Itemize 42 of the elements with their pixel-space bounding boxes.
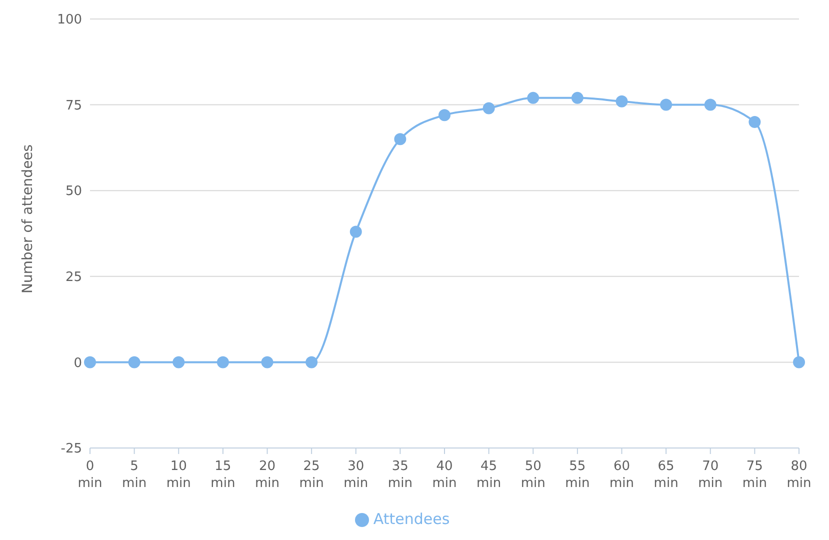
y-tick-label: 0 xyxy=(74,356,82,371)
point xyxy=(571,92,584,104)
point xyxy=(84,356,96,368)
point xyxy=(660,98,672,111)
y-tick-label: 100 xyxy=(57,12,82,28)
x-tick-label: 25 min xyxy=(299,459,324,491)
point xyxy=(438,109,450,122)
x-tick-label: 55 min xyxy=(565,459,590,491)
x-tick-label: 5 min xyxy=(122,459,147,491)
point xyxy=(261,356,274,368)
x-tick-label: 20 min xyxy=(254,459,280,491)
x-tick-label: 40 min xyxy=(432,459,457,491)
x-tick-label: 65 min xyxy=(654,459,678,491)
point xyxy=(350,226,362,238)
y-tick-label: 75 xyxy=(65,98,82,114)
y-tick-label: 50 xyxy=(65,184,82,200)
x-tick-label: 30 min xyxy=(344,459,368,491)
x-tick-label: 15 min xyxy=(210,459,236,491)
x-tick-label: 60 min xyxy=(609,459,634,491)
point xyxy=(748,116,761,128)
point xyxy=(128,356,140,368)
x-tick-label: 0 min xyxy=(78,459,102,491)
x-tick-label: 35 min xyxy=(388,459,412,491)
legend-label: Attendees xyxy=(373,510,450,528)
x-tick-label: 45 min xyxy=(476,459,502,491)
point xyxy=(527,92,540,104)
y-axis-title: Number of attendees xyxy=(20,144,36,294)
y-tick-label: -25 xyxy=(60,442,82,457)
point xyxy=(394,133,406,146)
point xyxy=(793,356,805,368)
x-tick-label: 50 min xyxy=(520,459,546,491)
point xyxy=(704,98,716,111)
point xyxy=(482,102,495,114)
point xyxy=(306,356,318,368)
x-tick-label: 80 min xyxy=(786,459,812,491)
point xyxy=(216,356,229,368)
x-tick-label: 75 min xyxy=(742,459,767,491)
point xyxy=(172,356,185,368)
x-tick-label: 70 min xyxy=(698,459,723,491)
y-tick-label: 25 xyxy=(65,270,82,286)
point xyxy=(616,95,628,108)
x-tick-label: 10 min xyxy=(166,459,191,491)
